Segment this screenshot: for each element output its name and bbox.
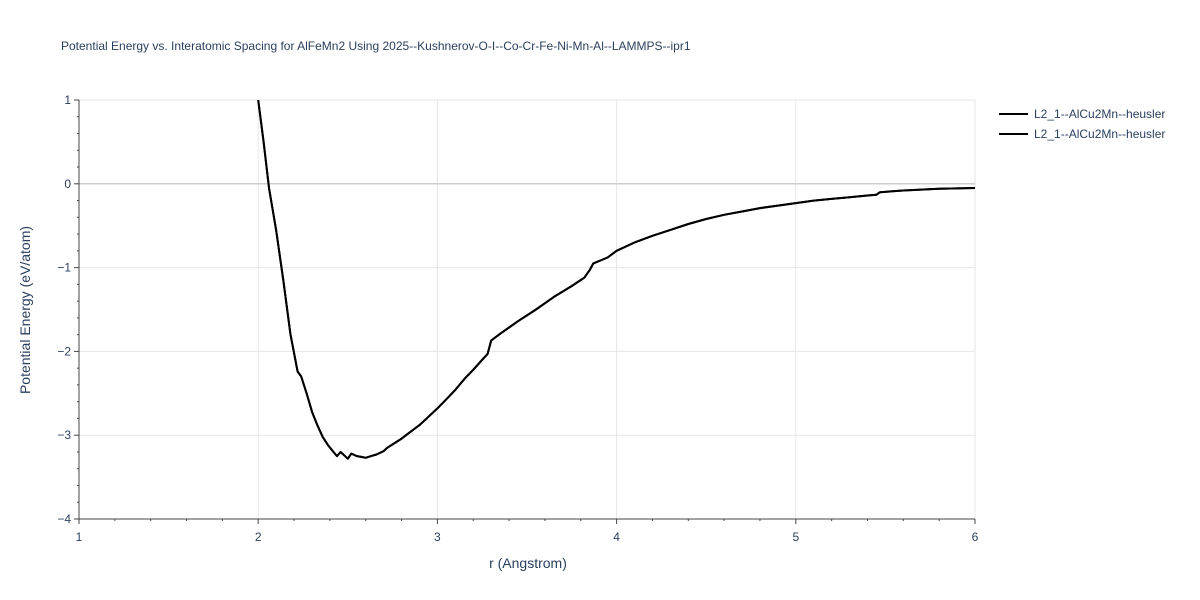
legend-label: L2_1--AlCu2Mn--heusler bbox=[1034, 107, 1165, 121]
x-tick-label: 3 bbox=[434, 530, 441, 544]
y-axis-title: Potential Energy (eV/atom) bbox=[17, 226, 33, 394]
x-tick-label: 1 bbox=[76, 530, 83, 544]
y-gridlines bbox=[79, 99, 975, 436]
x-tick-label: 4 bbox=[613, 530, 620, 544]
x-tick-label: 5 bbox=[792, 530, 799, 544]
x-gridlines bbox=[257, 100, 976, 519]
legend-item-1[interactable]: L2_1--AlCu2Mn--heusler bbox=[999, 107, 1165, 121]
legend[interactable]: L2_1--AlCu2Mn--heusler L2_1--AlCu2Mn--heu… bbox=[999, 107, 1165, 141]
y-tick-label: 1 bbox=[64, 93, 71, 107]
axes bbox=[78, 100, 975, 520]
chart-title: Potential Energy vs. Interatomic Spacing… bbox=[61, 39, 691, 53]
y-tick-label: −2 bbox=[57, 344, 71, 358]
y-tick-label: −4 bbox=[57, 512, 71, 526]
x-axis-ticks: 1 2 3 4 5 6 bbox=[76, 519, 979, 544]
series-line-2 bbox=[257, 99, 976, 460]
x-tick-label: 2 bbox=[255, 530, 262, 544]
y-axis-ticks: 1 0 −1 −2 −3 −4 bbox=[57, 93, 79, 526]
y-tick-label: −3 bbox=[57, 428, 71, 442]
legend-label: L2_1--AlCu2Mn--heusler bbox=[1034, 127, 1165, 141]
x-axis-title: r (Angstrom) bbox=[489, 555, 567, 571]
legend-item-2[interactable]: L2_1--AlCu2Mn--heusler bbox=[999, 127, 1165, 141]
y-tick-label: −1 bbox=[57, 261, 71, 275]
y-tick-label: 0 bbox=[64, 177, 71, 191]
x-tick-label: 6 bbox=[972, 530, 979, 544]
plot-lines bbox=[257, 99, 976, 460]
